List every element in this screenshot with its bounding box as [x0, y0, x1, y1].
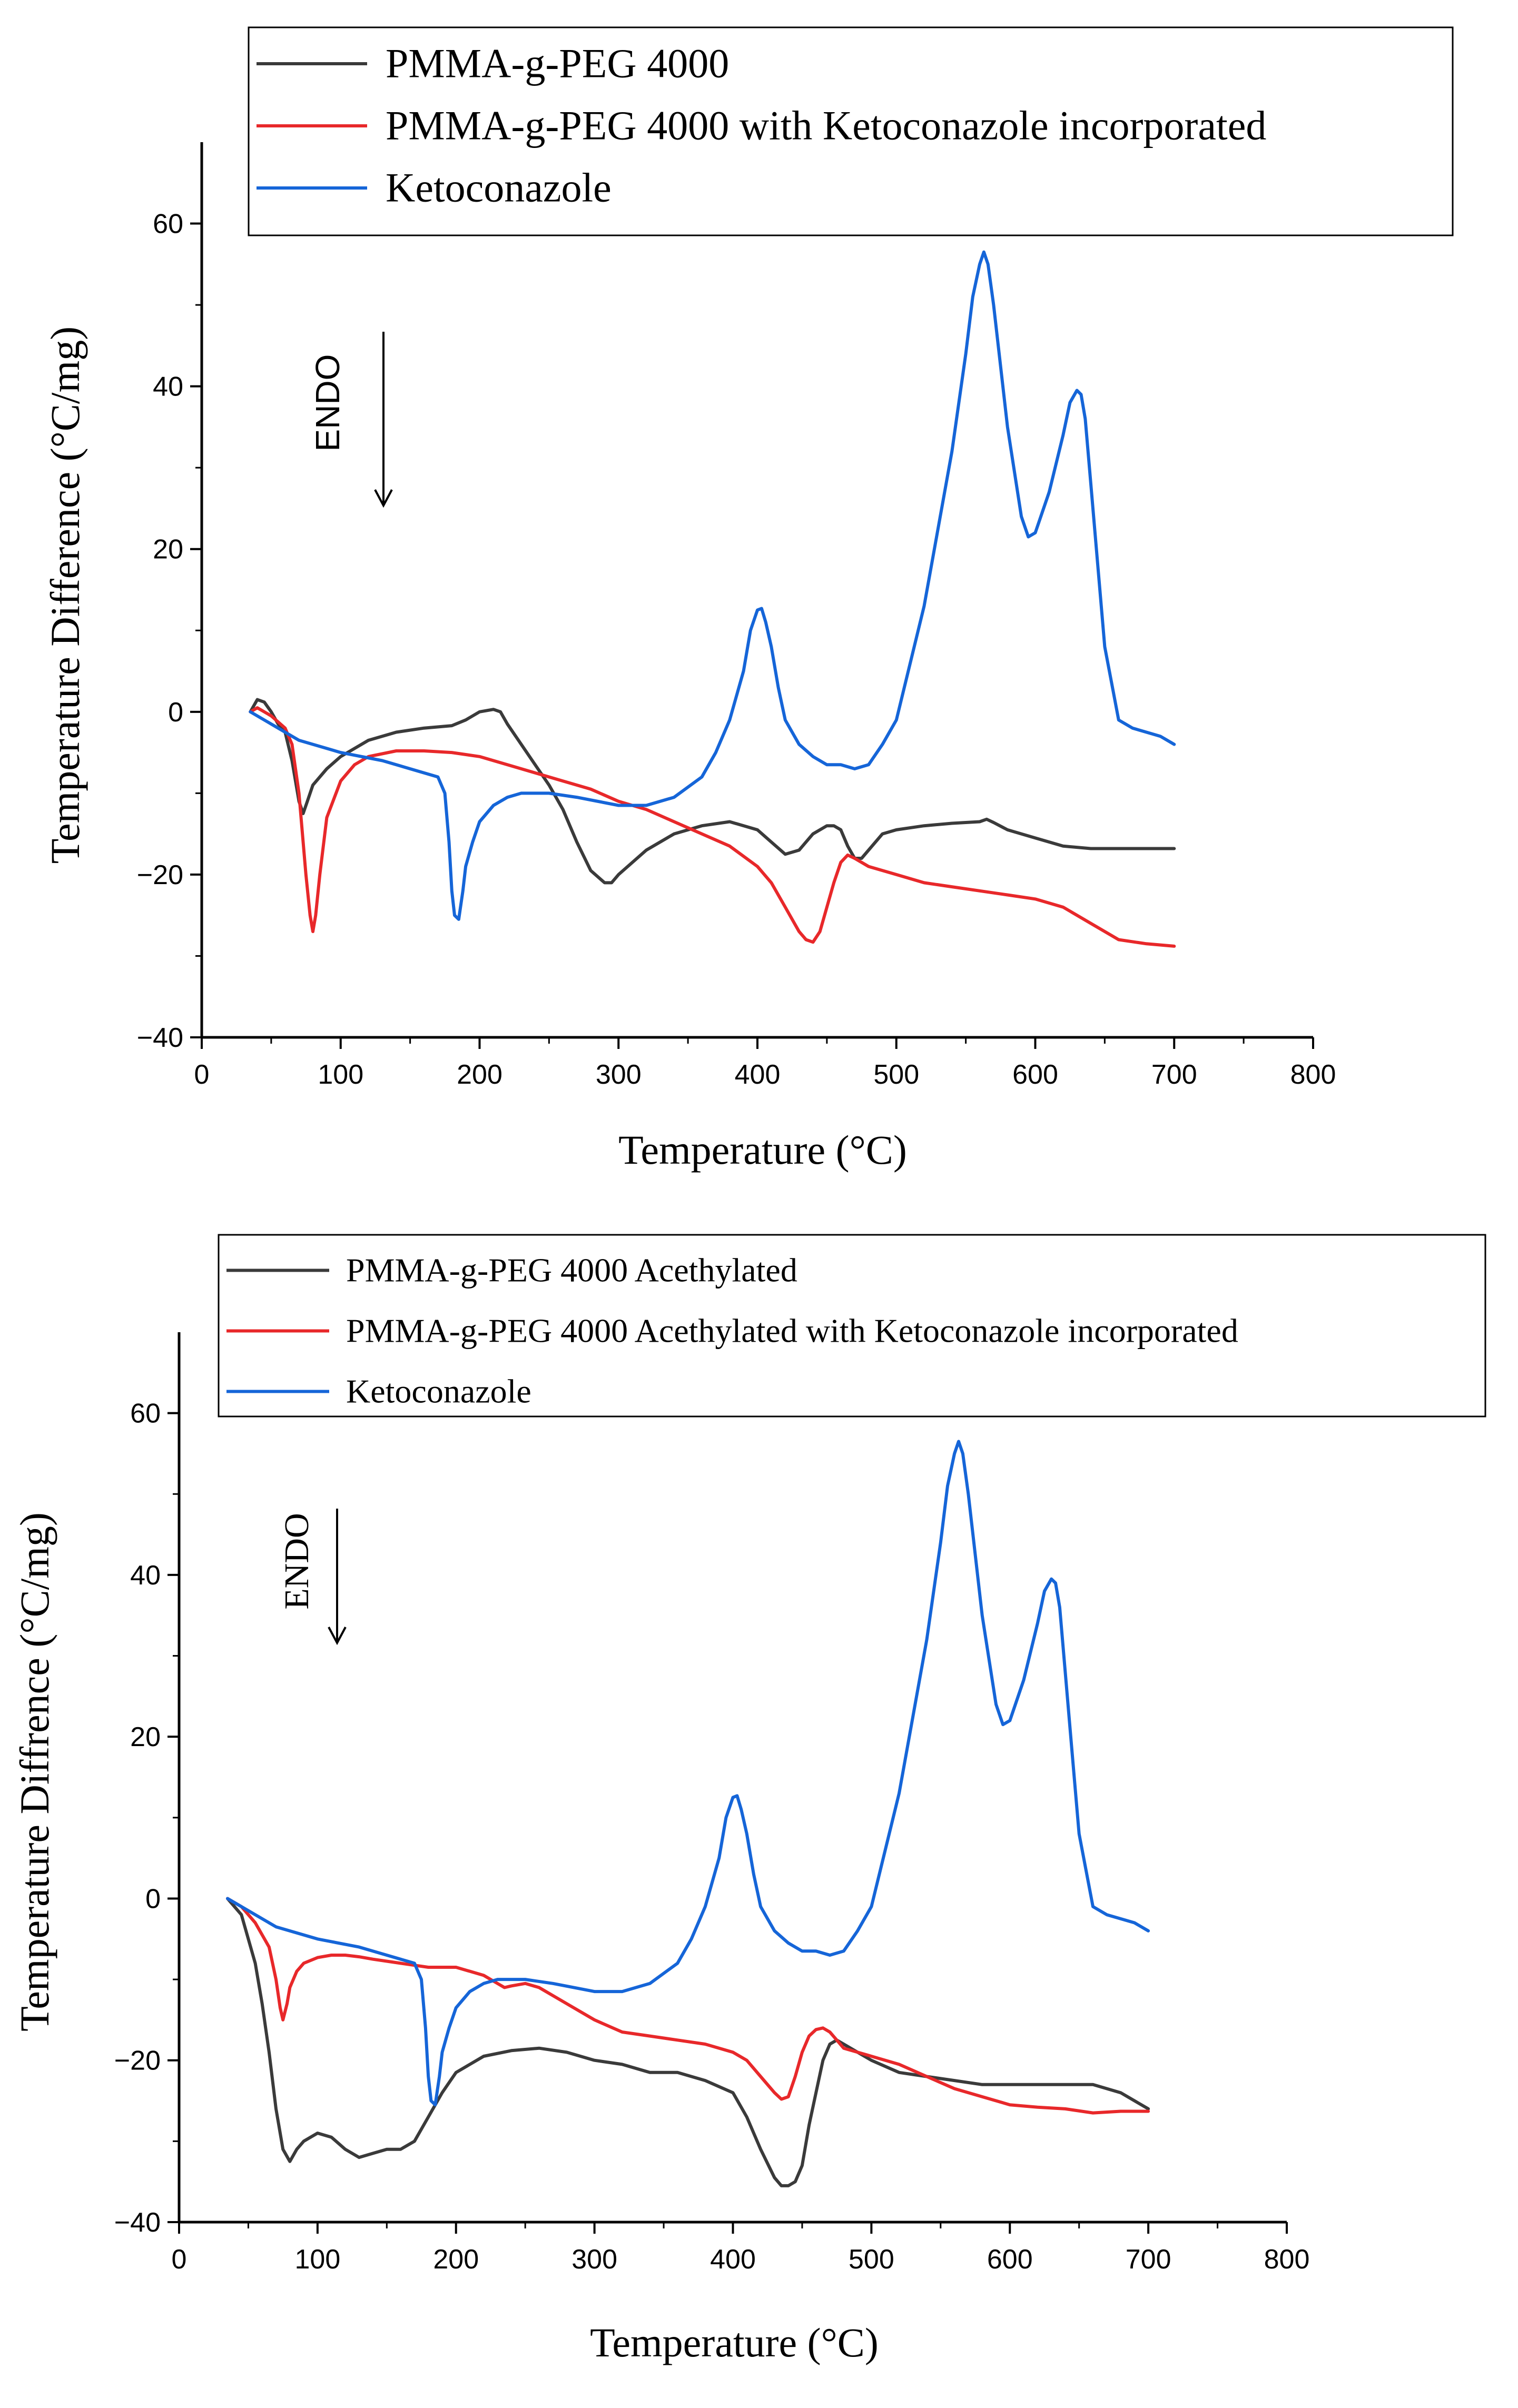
x-tick-label: 0 [172, 2244, 187, 2275]
endo-annotation: ENDO [278, 1509, 347, 1646]
x-tick-label: 800 [1290, 1059, 1336, 1090]
x-tick-label: 400 [735, 1059, 781, 1090]
series-layer [226, 1440, 1150, 2187]
y-tick-label: 40 [130, 1560, 161, 1591]
endo-annotation: ENDO [309, 332, 393, 508]
legend: PMMA-g-PEG 4000 PMMA-g-PEG 4000 with Keto… [248, 26, 1454, 236]
x-tick-label: 300 [571, 2244, 617, 2275]
x-tick-label: 700 [1126, 2244, 1171, 2275]
x-axis-title: Temperature (°C) [618, 1127, 907, 1173]
y-tick-label: −20 [114, 2046, 161, 2076]
x-tick-label: 500 [873, 1059, 919, 1090]
series-line-2 [249, 706, 1176, 948]
x-tick-label: 100 [294, 2244, 340, 2275]
x-tick-label: 200 [457, 1059, 502, 1090]
y-tick-label: 60 [130, 1399, 161, 1429]
series-line-3 [249, 250, 1176, 921]
y-tick-label: 0 [145, 1884, 161, 1914]
endo-label: ENDO [309, 354, 347, 452]
x-tick-label: 500 [849, 2244, 894, 2275]
y-tick-label: −20 [137, 860, 183, 890]
y-tick-label: 0 [168, 697, 183, 728]
x-tick-label: 200 [433, 2244, 479, 2275]
legend-box [218, 1234, 1486, 1418]
y-tick-label: 60 [153, 209, 183, 240]
series-line-2 [226, 1897, 1150, 2115]
legend-label: Ketoconazole [386, 165, 612, 211]
x-tick-label: 300 [596, 1059, 642, 1090]
y-tick-label: −40 [137, 1023, 183, 1053]
legend: PMMA-g-PEG 4000 Acethylated PMMA-g-PEG 40… [218, 1234, 1486, 1418]
endo-arrowhead-icon [328, 1627, 347, 1646]
legend-label: PMMA-g-PEG 4000 with Ketoconazole incorp… [386, 103, 1266, 148]
x-tick-label: 400 [710, 2244, 756, 2275]
y-tick-label: 20 [130, 1722, 161, 1752]
x-tick-label: 700 [1151, 1059, 1197, 1090]
endo-arrowhead-icon [374, 489, 393, 508]
endo-label: ENDO [278, 1513, 316, 1609]
legend-box [248, 26, 1454, 236]
y-axis-title: Temperature Diffrence (°C/mg) [12, 1512, 57, 2032]
legend-label: PMMA-g-PEG 4000 [386, 41, 729, 86]
x-tick-label: 600 [987, 2244, 1033, 2275]
x-tick-label: 0 [194, 1059, 210, 1090]
tick-layer: 0 100 200 300 400 500 600 700 800 −40 −20 0 20 40 60 [137, 209, 1336, 1090]
legend-label: PMMA-g-PEG 4000 Acethylated [346, 1252, 797, 1289]
legend-label: PMMA-g-PEG 4000 Acethylated with Ketocon… [346, 1312, 1238, 1350]
series-layer [249, 250, 1176, 948]
y-axis-title: Temperature Difference (°C/mg) [42, 326, 88, 864]
chart-top: 0 100 200 300 400 500 600 700 800 −40 −20 0 20 40 60 T… [42, 26, 1454, 1173]
legend-label: Ketoconazole [346, 1373, 531, 1410]
chart-bottom: 0 100 200 300 400 500 600 700 800 −40 −20 0 20 40 60 T… [12, 1234, 1486, 2365]
tick-layer: 0 100 200 300 400 500 600 700 800 −40 −20 0 20 40 60 [114, 1399, 1310, 2275]
series-line-1 [226, 1897, 1150, 2187]
series-line-1 [249, 698, 1176, 885]
y-tick-label: −40 [114, 2207, 161, 2238]
x-tick-label: 100 [318, 1059, 363, 1090]
x-axis-title: Temperature (°C) [590, 2320, 879, 2365]
x-tick-label: 600 [1012, 1059, 1058, 1090]
x-tick-label: 800 [1264, 2244, 1310, 2275]
y-tick-label: 20 [153, 534, 183, 565]
y-tick-label: 40 [153, 372, 183, 402]
series-line-3 [226, 1440, 1150, 2107]
